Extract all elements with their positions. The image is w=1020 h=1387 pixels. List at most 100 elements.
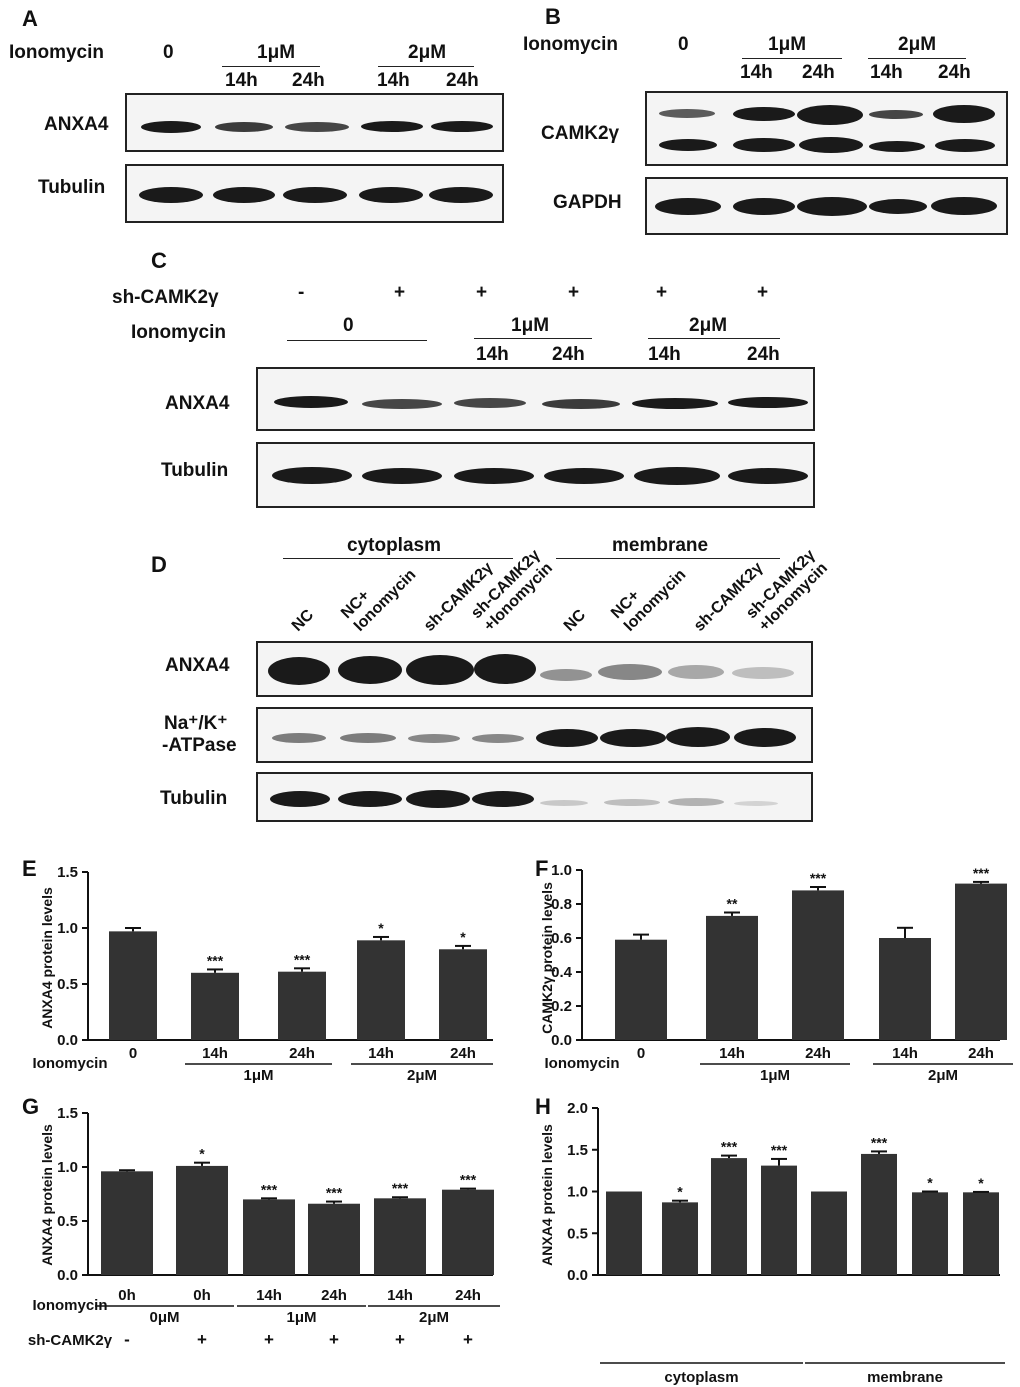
panel-a-dose1: 1μM — [257, 42, 296, 63]
panel-d-group1: cytoplasm — [347, 535, 441, 556]
chart-F-ytick-label: 0.6 — [551, 930, 572, 947]
chart-G-ylabel: ANXA4 protein levels — [39, 1124, 55, 1266]
chart-G-category: 0h — [193, 1287, 211, 1304]
chart-G-category: 14h — [387, 1287, 413, 1304]
chart-H-signif: *** — [871, 1134, 888, 1150]
chart-F-ytick-label: 1.0 — [551, 862, 572, 879]
chart-F-ytick-label: 0.4 — [551, 964, 573, 981]
panel-c-row2-label: Tubulin — [161, 460, 229, 481]
chart-F-category: 14h — [719, 1045, 745, 1062]
panel-c-sh-label: sh-CAMK2γ — [112, 287, 219, 308]
chart-F-bar — [955, 883, 1007, 1040]
panel-b-dose1: 1μM — [768, 34, 807, 55]
panel-c-t14a: 14h — [476, 344, 509, 365]
chart-F-bar — [792, 890, 844, 1040]
panel-c-sign-6: + — [757, 282, 769, 303]
chart-H-group-label: membrane — [867, 1369, 943, 1386]
chart-E-signif: * — [460, 929, 466, 945]
panel-c-row1-label: ANXA4 — [165, 393, 230, 414]
panel-b-t24a: 24h — [802, 62, 835, 83]
chart-H-signif: * — [677, 1184, 683, 1200]
panel-c-sign-5: + — [656, 282, 668, 303]
panel-b-t14b: 14h — [870, 62, 903, 83]
panel-c-t24b: 24h — [747, 344, 780, 365]
chart-F-ytick-label: 0.0 — [551, 1032, 572, 1049]
panel-d-anxa4-blot — [256, 641, 813, 697]
chart-G-bar — [101, 1171, 153, 1275]
chart-G-signif: *** — [261, 1181, 278, 1197]
chart-H-bar — [662, 1202, 698, 1275]
chart-H-ylabel: ANXA4 protein levels — [539, 1124, 555, 1266]
chart-H-bar — [912, 1192, 948, 1275]
panel-a-dose1-line — [222, 66, 320, 67]
chart-G-category: 24h — [321, 1287, 347, 1304]
chart-E-bar — [439, 949, 487, 1040]
chart-G-signif: * — [199, 1146, 205, 1162]
panel-b-zero: 0 — [678, 34, 689, 55]
chart-H-signif: * — [927, 1175, 933, 1191]
chart-H-bar — [606, 1191, 642, 1275]
chart-E-bar — [357, 940, 405, 1040]
panel-b-letter: B — [545, 4, 561, 29]
chart-E-bar — [191, 972, 239, 1040]
chart-F-category: 24h — [805, 1045, 831, 1062]
chart-F-group-label: 2μM — [928, 1067, 958, 1084]
chart-G-bar — [442, 1189, 494, 1275]
chart-E-group-label: 2μM — [407, 1067, 437, 1084]
panel-c-dose1: 1μM — [511, 315, 550, 336]
chart-H-ytick-label: 1.0 — [567, 1184, 588, 1201]
chart-F-bar — [706, 915, 758, 1040]
chart-F-signif: ** — [727, 896, 738, 912]
panel-b-t24b: 24h — [938, 62, 971, 83]
panel-a-dose2-line — [378, 66, 474, 67]
chart-H-group-label: cytoplasm — [664, 1369, 738, 1386]
chart-H-ytick-label: 0.5 — [567, 1225, 588, 1242]
panel-d-letter: D — [151, 552, 167, 577]
panel-d-tubulin-blot — [256, 772, 813, 822]
chart-F-ylabel: CAMK2γ protein levels — [539, 882, 555, 1034]
panel-b-gapdh-blot — [645, 177, 1008, 235]
panel-d-atpase-blot — [256, 707, 813, 763]
chart-G-ytick-label: 0.5 — [57, 1213, 78, 1230]
chart-G-row2-sign: + — [463, 1330, 473, 1349]
chart-G-row2-sign: + — [329, 1330, 339, 1349]
panel-c-sign-3: + — [476, 282, 488, 303]
panel-b-row2-label: GAPDH — [553, 192, 622, 213]
chart-H-bar — [711, 1158, 747, 1275]
chart-H-signif: *** — [771, 1142, 788, 1158]
panel-a-anxa4-blot — [125, 93, 504, 152]
chart-E-signif: *** — [207, 952, 224, 968]
chart-E-letter: E — [22, 856, 37, 881]
panel-d-group2: membrane — [612, 535, 709, 556]
panel-c-t14b: 14h — [648, 344, 681, 365]
panel-d-lane-labels: NC NC+Ionomycin sh-CAMK2γsh-CAMK2γ+Ionomyc… — [289, 547, 831, 635]
panel-d-row2a-label: Na⁺/K⁺ — [164, 713, 228, 734]
chart-F-bar — [615, 939, 667, 1040]
chart-E-row-label: Ionomycin — [32, 1055, 107, 1072]
chart-G-row2-label: sh-CAMK2γ — [28, 1332, 113, 1349]
panel-b-dose1-line — [742, 58, 842, 59]
chart-H-signif: * — [978, 1175, 984, 1191]
chart-E-category: 14h — [202, 1045, 228, 1062]
chart-G-bar — [176, 1165, 228, 1275]
chart-F-row-label: Ionomycin — [544, 1055, 619, 1072]
panel-d-row3-label: Tubulin — [160, 788, 228, 809]
panel-c-tubulin-blot — [256, 442, 815, 508]
panel-b-row1-label: CAMK2γ — [541, 123, 620, 144]
panel-b-camk2-blot — [645, 91, 1008, 166]
chart-H-signif: *** — [721, 1139, 738, 1155]
chart-F-category: 24h — [968, 1045, 994, 1062]
panel-b-dose2: 2μM — [898, 34, 937, 55]
chart-F-category: 14h — [892, 1045, 918, 1062]
panel-a-t24a: 24h — [292, 70, 325, 91]
chart-G-letter: G — [22, 1094, 39, 1119]
chart-E-category: 14h — [368, 1045, 394, 1062]
chart-H-bar — [963, 1192, 999, 1275]
chart-G-row2-sign: - — [124, 1330, 130, 1349]
panel-a-zero: 0 — [163, 42, 174, 63]
panel-c-t24a: 24h — [552, 344, 585, 365]
chart-H-ytick-label: 0.0 — [567, 1267, 588, 1284]
panel-c-zero: 0 — [343, 315, 354, 336]
chart-H-letter: H — [535, 1094, 551, 1119]
